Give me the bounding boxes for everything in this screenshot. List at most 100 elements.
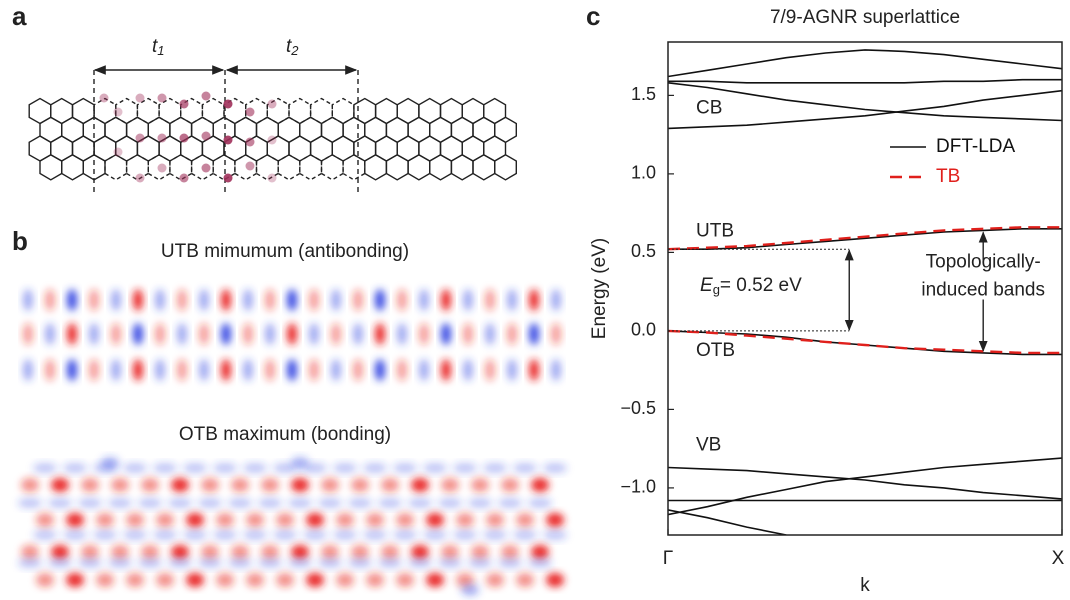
- density-dot: [179, 173, 189, 183]
- orbital-lobe: [101, 457, 119, 469]
- orbital-lobe: [168, 558, 192, 568]
- orbital-lobe: [186, 573, 204, 587]
- orbital-lobe: [33, 530, 57, 540]
- orbital-lobe: [228, 558, 252, 568]
- orbital-lobe: [177, 359, 187, 381]
- gap-label-main: E: [700, 275, 713, 296]
- orbital-lobe: [529, 323, 539, 345]
- dft-band: [668, 466, 1062, 500]
- orbital-lobe: [213, 463, 237, 473]
- y-tick-label: 0.5: [631, 241, 656, 261]
- orbital-lobe: [123, 463, 147, 473]
- orbital-lobe: [419, 289, 429, 311]
- orbital-lobe: [133, 323, 143, 345]
- y-tick-label: 0.0: [631, 320, 656, 340]
- orbital-lobe: [393, 463, 417, 473]
- t1-sub: 1: [157, 43, 164, 58]
- panel-label: a: [12, 1, 27, 31]
- x-tick-label: X: [1052, 548, 1065, 569]
- orbital-lobe: [419, 323, 429, 345]
- orbital-lobe: [456, 513, 474, 527]
- orbital-lobe: [318, 498, 342, 508]
- legend-label: DFT-LDA: [936, 136, 1016, 157]
- orbital-lobe: [456, 573, 474, 587]
- orbital-lobe: [198, 498, 222, 508]
- orbital-lobe: [111, 359, 121, 381]
- panel-label: c: [586, 1, 600, 31]
- orbital-lobe: [546, 513, 564, 527]
- orbital-lobe: [441, 478, 459, 492]
- density-dot: [135, 133, 145, 143]
- orbital-lobe: [543, 530, 567, 540]
- orbital-lobe: [45, 323, 55, 345]
- orbital-lobe: [48, 498, 72, 508]
- orbital-lobe: [155, 323, 165, 345]
- density-dot: [223, 135, 233, 145]
- orbital-lobe: [138, 558, 162, 568]
- orbital-lobe: [201, 478, 219, 492]
- orbital-lobe: [216, 513, 234, 527]
- orbital-lobe: [309, 289, 319, 311]
- orbital-lobe: [81, 545, 99, 559]
- orbital-lobe: [243, 323, 253, 345]
- orbital-lobe: [426, 513, 444, 527]
- dft-band: [668, 228, 1062, 250]
- hexagon: [245, 97, 268, 125]
- orbital-lobe: [348, 498, 372, 508]
- orbital-lobe: [171, 545, 189, 559]
- orbital-lobe: [276, 573, 294, 587]
- orbital-lobe: [516, 573, 534, 587]
- dft-band: [668, 509, 787, 535]
- orbital-lobe: [265, 359, 275, 381]
- orbital-lobe: [199, 289, 209, 311]
- hexagon: [61, 153, 84, 181]
- orbital-lobe: [411, 478, 429, 492]
- orbital-lobe: [265, 289, 275, 311]
- orbital-lobe: [288, 558, 312, 568]
- caption: UTB mimumum (antibonding): [161, 241, 409, 262]
- orbital-lobe: [453, 463, 477, 473]
- orbital-lobe: [501, 478, 519, 492]
- orbital-lobe: [363, 463, 387, 473]
- orbital-lobe: [155, 359, 165, 381]
- orbital-lobe: [66, 573, 84, 587]
- orbital-lobe: [273, 530, 297, 540]
- orbital-lobe: [153, 530, 177, 540]
- hexagon: [277, 153, 301, 181]
- orbital-lobe: [331, 359, 341, 381]
- orbital-lobe: [441, 323, 451, 345]
- orbital-lobe: [375, 289, 385, 311]
- orbital-lobe: [397, 289, 407, 311]
- band-label: OTB: [696, 340, 735, 361]
- orbital-lobe: [546, 573, 564, 587]
- orbital-lobe: [123, 530, 147, 540]
- hexagon: [201, 97, 225, 125]
- orbital-lobe: [67, 323, 77, 345]
- orbital-lobe: [108, 558, 132, 568]
- hexagon: [320, 153, 344, 181]
- orbital-lobe: [485, 359, 495, 381]
- orbital-lobe: [51, 478, 69, 492]
- orbital-lobe: [501, 545, 519, 559]
- orbital-lobe: [177, 323, 187, 345]
- orbital-lobe: [551, 323, 561, 345]
- hexagon: [190, 153, 214, 181]
- hexagon: [234, 153, 258, 181]
- orbital-lobe: [528, 558, 552, 568]
- orbital-lobe: [231, 478, 249, 492]
- orbital-lobe: [381, 478, 399, 492]
- orbital-lobe: [309, 323, 319, 345]
- orbital-lobe: [111, 289, 121, 311]
- orbital-lobe: [111, 478, 129, 492]
- orbital-lobe: [423, 530, 447, 540]
- x-axis-label: k: [860, 575, 870, 596]
- hexagon: [39, 153, 63, 181]
- orbital-lobe: [183, 463, 207, 473]
- density-dot: [245, 161, 255, 171]
- dft-band: [668, 49, 1062, 78]
- orbital-lobe: [529, 289, 539, 311]
- orbital-lobe: [243, 359, 253, 381]
- orbital-lobe: [463, 289, 473, 311]
- orbital-lobe: [513, 530, 537, 540]
